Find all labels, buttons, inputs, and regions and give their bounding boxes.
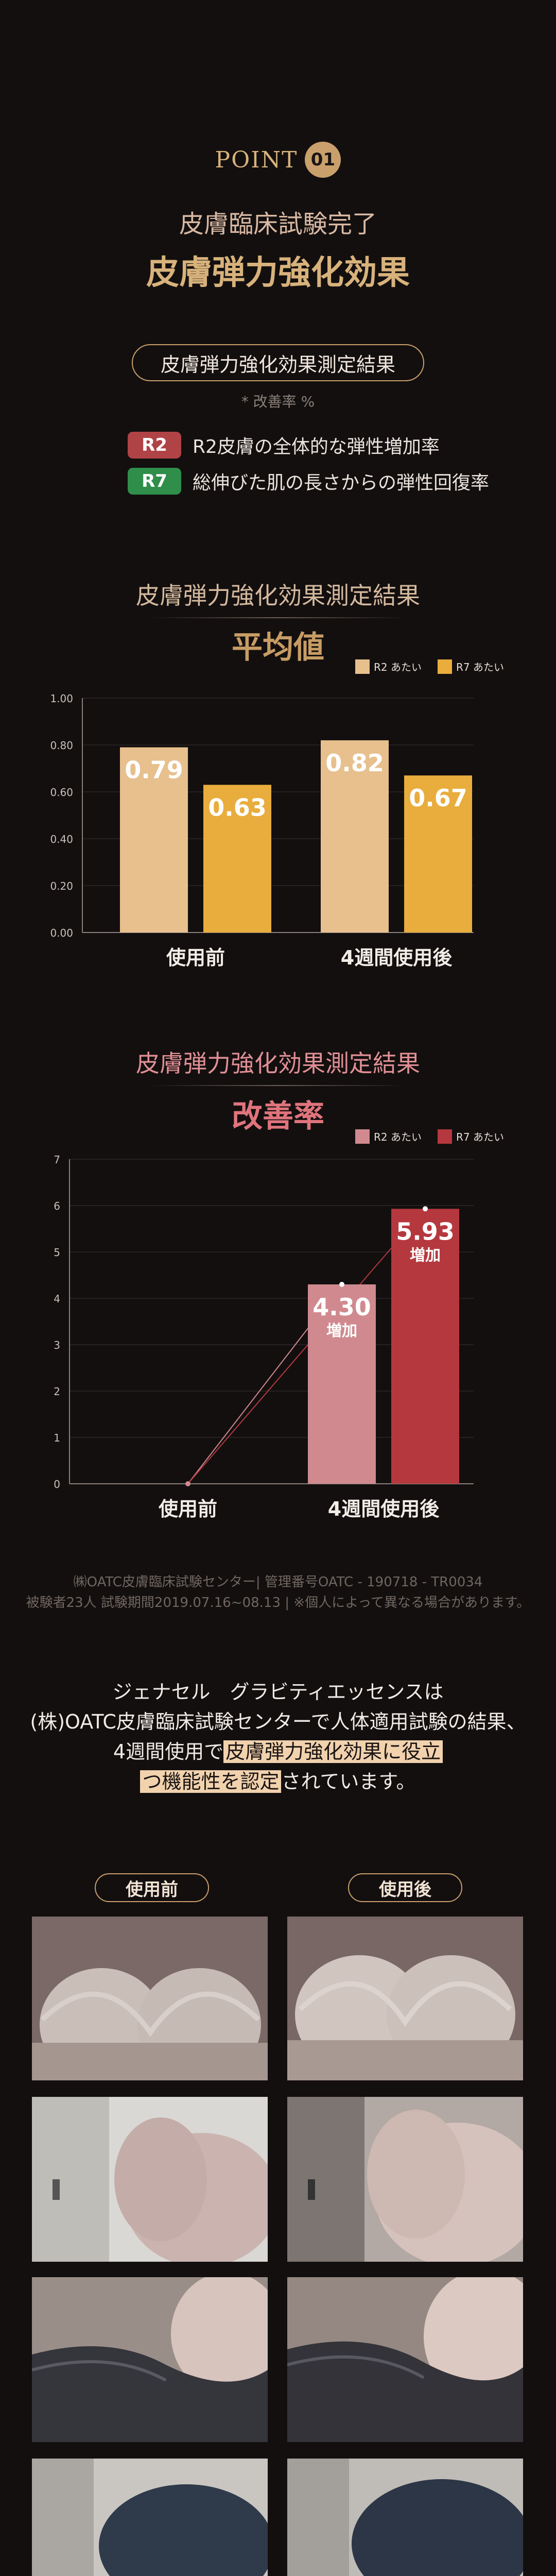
- result-pill: 皮膚弾力強化効果測定結果: [132, 344, 424, 381]
- y-tick-label: 6: [54, 1200, 60, 1212]
- point-number: 01: [305, 142, 341, 178]
- bar-top-point: [339, 1282, 344, 1287]
- after-pill: 使用後: [348, 1873, 462, 1902]
- bar-value-label: 0.67: [409, 784, 467, 812]
- y-tick-label: 0.20: [50, 880, 73, 892]
- bar-top-point: [423, 1206, 428, 1212]
- sub-note: * 改善率 %: [241, 393, 315, 410]
- closing-line-1: ジェナセル グラビティエッセンスは: [112, 1681, 444, 1703]
- bar: [321, 740, 389, 933]
- hero-line-1: 皮膚臨床試験完了: [179, 210, 377, 239]
- bar: [308, 1284, 376, 1484]
- section2-divider: [149, 1085, 407, 1086]
- y-tick-label: 0: [54, 1478, 60, 1490]
- r2-tag: R2: [128, 432, 181, 459]
- legend-label: R2 あたい: [374, 661, 422, 673]
- bar-value-label: 0.82: [325, 749, 384, 777]
- y-tick-label: 1.00: [50, 692, 73, 705]
- legend-swatch: [355, 1129, 370, 1144]
- section1-divider: [149, 617, 407, 618]
- x-category-label: 4週間使用後: [328, 1498, 440, 1520]
- after-photo-front: [287, 1917, 523, 2080]
- legend-swatch: [355, 659, 370, 674]
- closing-line-3-pre: 4週間使用で: [113, 1740, 224, 1763]
- legend-label: R2 あたい: [374, 1131, 422, 1143]
- legend-item-r7: R7 総伸びた肌の長さからの弾性回復率: [128, 467, 489, 496]
- before-photo-bottom: [32, 2459, 268, 2576]
- y-tick-label: 3: [54, 1339, 60, 1351]
- closing-text: ジェナセル グラビティエッセンスは (株)OATC皮膚臨床試験センターで人体適用…: [0, 1677, 556, 1797]
- before-photo-side: [32, 2097, 268, 2262]
- credit-line-1: ㈱OATC皮膚臨床試験センター| 管理番号OATC - 190718 - TR0…: [73, 1574, 483, 1590]
- y-tick-label: 0.40: [50, 833, 73, 845]
- r7-tag: R7: [128, 468, 181, 495]
- bar: [203, 785, 271, 933]
- legend-swatch: [438, 659, 452, 674]
- y-tick-label: 0.00: [50, 927, 73, 939]
- r2-text: R2皮膚の全体的な弾性増加率: [193, 436, 440, 457]
- bar-value-label: 4.30: [312, 1293, 371, 1321]
- before-photo-lace: [32, 2277, 268, 2442]
- origin-point: [185, 1481, 190, 1486]
- section1-subtitle: 平均値: [232, 630, 324, 666]
- after-photo-lace: [287, 2277, 523, 2442]
- r7-text: 総伸びた肌の長さからの弾性回復率: [193, 472, 490, 494]
- closing-highlight-2: つ機能性を認定: [140, 1770, 282, 1793]
- credit-line-2: 被験者23人 試験期間2019.07.16~08.13 | ※個人によって異なる…: [26, 1595, 530, 1611]
- section1-title: 皮膚弾力強化効果測定結果: [136, 582, 420, 609]
- x-category-label: 4週間使用後: [341, 946, 453, 969]
- bar-value-label: 0.63: [208, 793, 267, 821]
- section2-subtitle: 改善率: [232, 1098, 324, 1134]
- section2-title: 皮膚弾力強化効果測定結果: [136, 1049, 420, 1077]
- closing-line-2: (株)OATC皮膚臨床試験センターで人体適用試験の結果、: [30, 1710, 526, 1733]
- point-badge: POINT 01: [0, 139, 556, 180]
- bar-sublabel: 増加: [326, 1322, 357, 1340]
- y-tick-label: 1: [54, 1432, 60, 1444]
- bar-value-label: 0.79: [125, 756, 183, 784]
- legend-swatch: [438, 1129, 452, 1144]
- bar: [404, 775, 472, 933]
- x-category-label: 使用前: [159, 1498, 217, 1520]
- before-photo-front: [32, 1917, 268, 2080]
- y-tick-label: 2: [54, 1385, 60, 1398]
- closing-line-4-post: されています。: [281, 1770, 416, 1793]
- legend-item-r2: R2 R2皮膚の全体的な弾性増加率: [128, 431, 440, 460]
- bar-value-label: 5.93: [396, 1217, 455, 1245]
- y-tick-label: 0.60: [50, 786, 73, 799]
- y-tick-label: 5: [54, 1246, 60, 1259]
- closing-highlight-1: 皮膚弾力強化効果に役立: [223, 1740, 443, 1763]
- y-tick-label: 7: [54, 1154, 60, 1166]
- bar-sublabel: 増加: [410, 1246, 441, 1264]
- y-tick-label: 0.80: [50, 739, 73, 752]
- before-pill: 使用前: [95, 1873, 209, 1902]
- after-photo-side: [287, 2097, 523, 2262]
- legend-label: R7 あたい: [456, 661, 504, 673]
- average-chart: 1.00 0.80 0.60 0.40 0.20 0.00 R2 あたい R7 あたい 0.79…: [50, 659, 504, 969]
- after-photo-bottom: [287, 2459, 523, 2576]
- point-label: POINT: [215, 146, 298, 173]
- legend-label: R7 あたい: [456, 1131, 504, 1143]
- hero-line-2: 皮膚弾力強化効果: [146, 254, 410, 292]
- y-tick-label: 4: [54, 1293, 60, 1305]
- x-category-label: 使用前: [166, 946, 225, 969]
- bar: [391, 1209, 459, 1484]
- trend-line: [187, 1208, 426, 1484]
- bar: [120, 747, 188, 933]
